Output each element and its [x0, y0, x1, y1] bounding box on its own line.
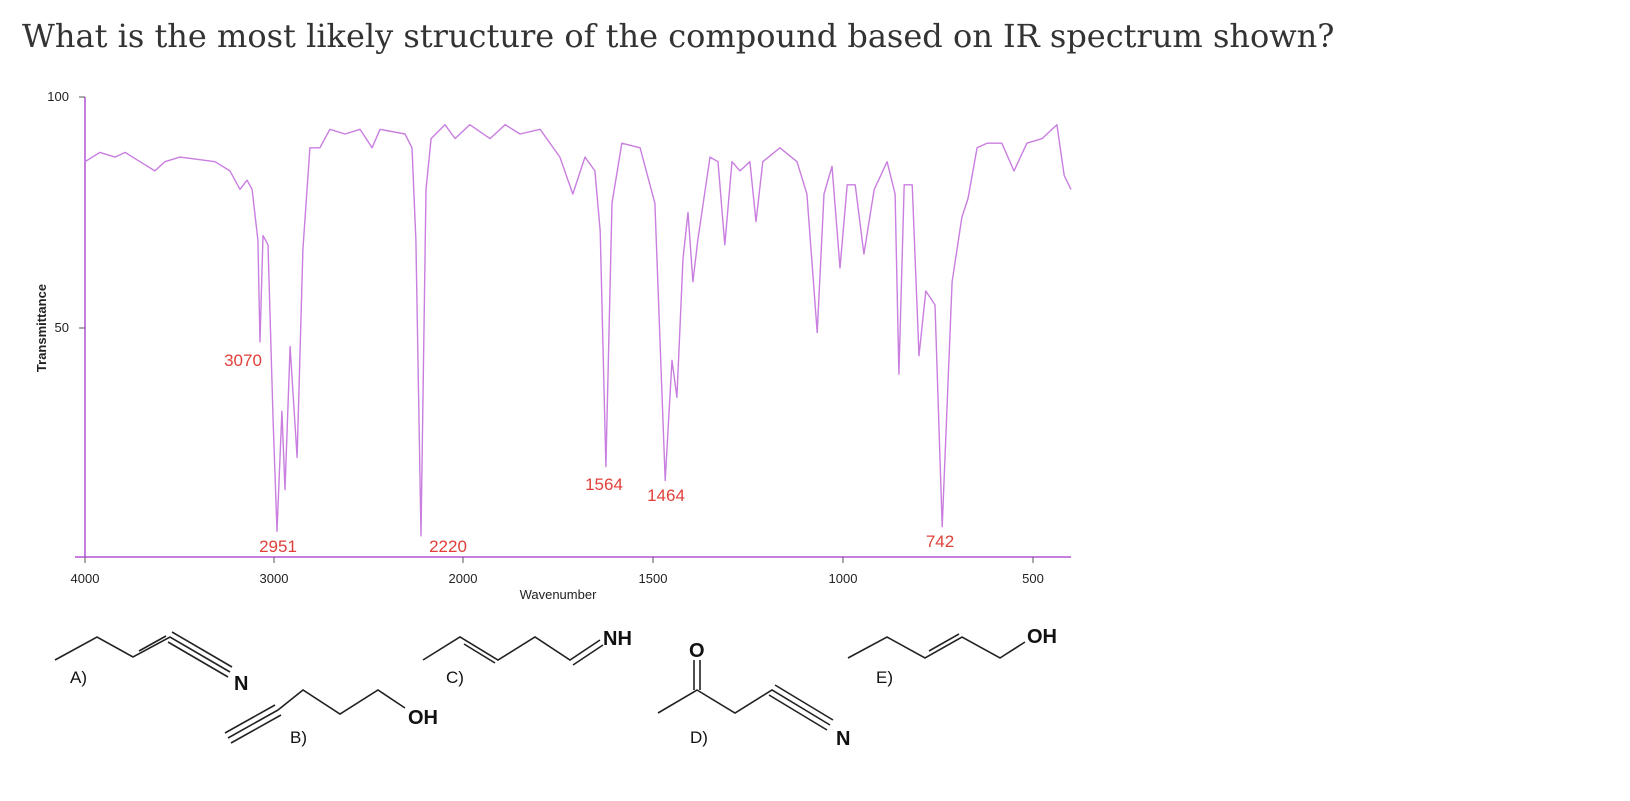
peak-annotation: 1564 — [585, 475, 623, 494]
bond — [422, 636, 601, 661]
option-label: A) — [70, 668, 87, 687]
x-tick-label: 2000 — [449, 571, 478, 586]
bond — [928, 633, 960, 652]
atom: N — [234, 673, 248, 695]
peak-annotation: 1464 — [647, 486, 685, 505]
structures: A) N B) OH C) NH D) O N E) OH — [54, 626, 1057, 750]
peak-annotation: 3070 — [224, 351, 262, 370]
bond — [847, 636, 1026, 659]
x-tick-label: 3000 — [260, 571, 289, 586]
option-label: D) — [690, 728, 708, 747]
x-axis-label: Wavenumber — [520, 587, 597, 602]
option-label: B) — [290, 728, 307, 747]
bond — [54, 636, 231, 673]
bond — [774, 684, 834, 721]
x-tick-label: 500 — [1022, 571, 1044, 586]
bond — [227, 709, 279, 739]
peak-annotation: 742 — [926, 532, 954, 551]
option-label: E) — [876, 668, 893, 687]
x-tick-label: 1500 — [639, 571, 668, 586]
atom: N — [836, 728, 850, 750]
atom: O — [689, 640, 705, 662]
x-tick-label: 4000 — [71, 571, 100, 586]
bond — [277, 689, 406, 715]
bond — [463, 643, 496, 664]
y-tick-label: 50 — [55, 320, 69, 335]
y-tick-label: 100 — [47, 89, 69, 104]
x-tick-label: 1000 — [829, 571, 858, 586]
question: What is the most likely structure of the… — [22, 17, 1334, 55]
atom: OH — [1027, 626, 1057, 648]
peak-annotation: 2951 — [259, 537, 297, 556]
spectrum-line — [84, 124, 1072, 537]
bond — [230, 714, 282, 744]
y-axis-label: Transmittance — [34, 284, 49, 372]
bond — [167, 641, 229, 678]
bond — [768, 694, 828, 731]
bond — [224, 704, 276, 734]
peak-annotation: 2220 — [429, 537, 467, 556]
bond — [171, 631, 233, 668]
atom: OH — [408, 707, 438, 729]
option-label: C) — [446, 668, 464, 687]
bond — [572, 644, 604, 666]
bond — [657, 689, 831, 726]
bond — [138, 635, 167, 652]
atom: NH — [603, 628, 632, 650]
chart: 50 100 4000 3000 2000 1500 1000 500 Wavenumber Tr… — [34, 89, 1072, 602]
